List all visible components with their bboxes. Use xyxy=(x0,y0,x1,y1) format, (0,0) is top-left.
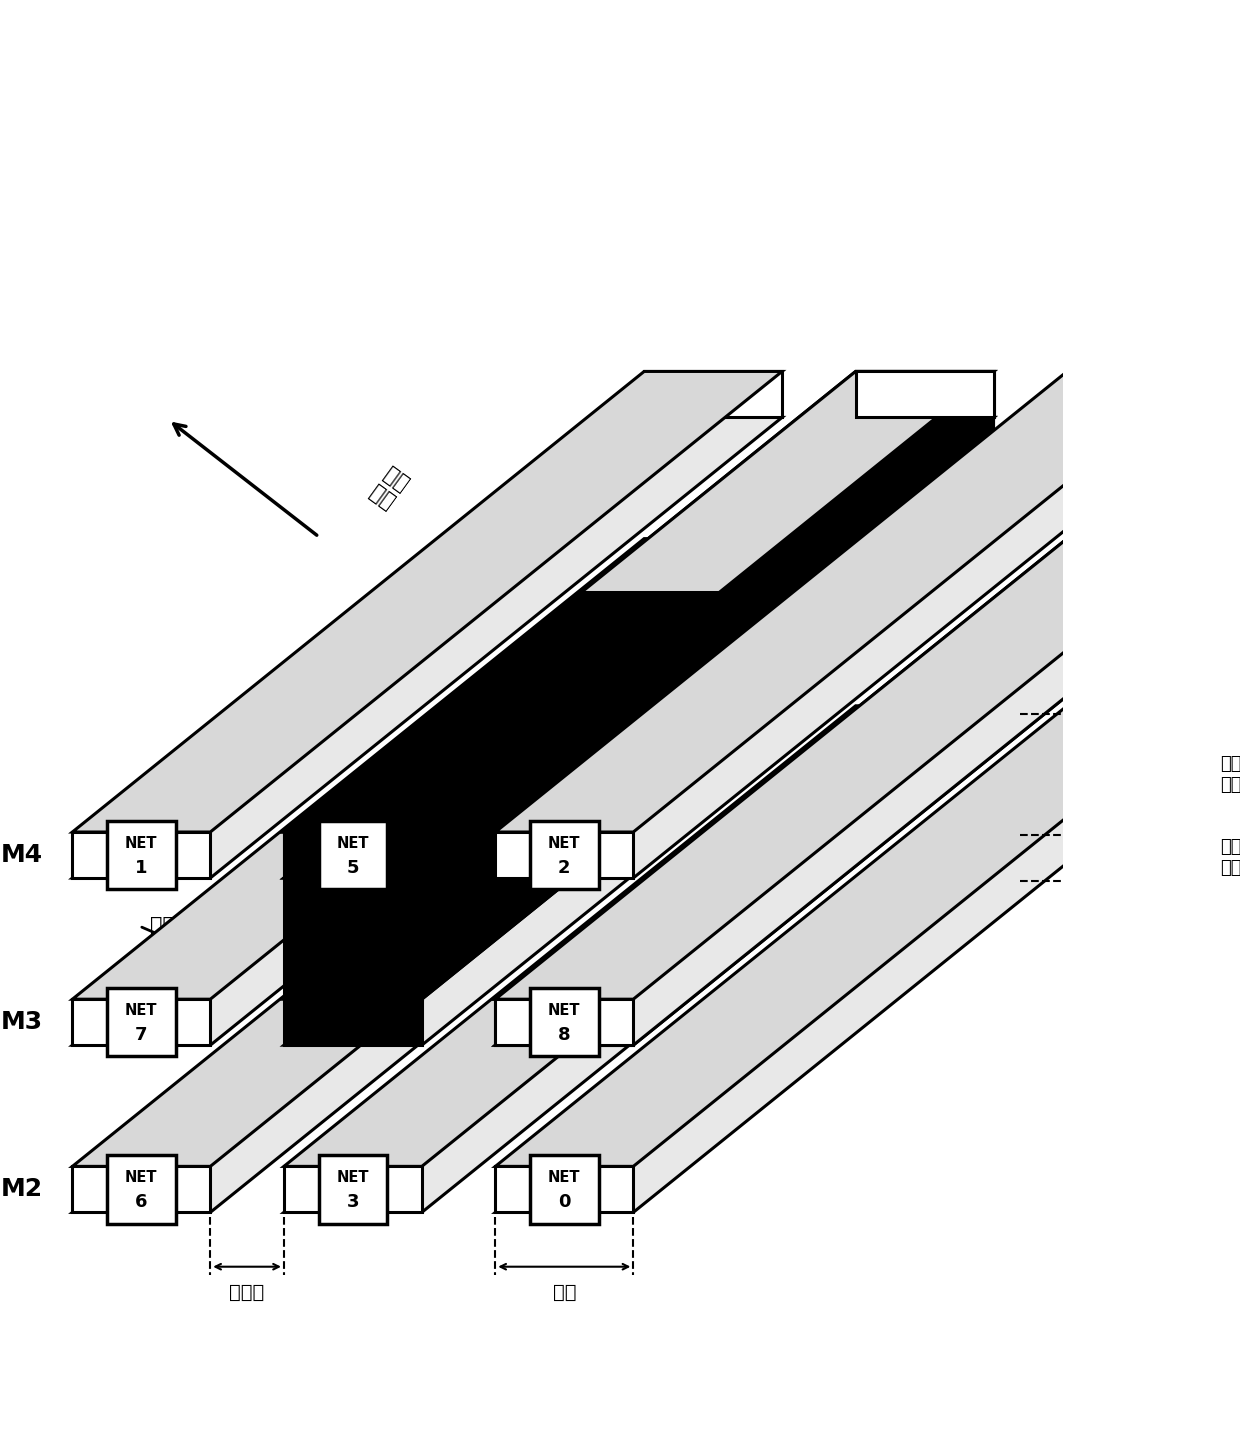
Text: NET: NET xyxy=(125,1170,157,1185)
Text: 7: 7 xyxy=(135,1025,148,1044)
Polygon shape xyxy=(495,372,1205,832)
Bar xyxy=(529,988,599,1057)
Polygon shape xyxy=(856,706,993,752)
Text: NET: NET xyxy=(336,835,370,851)
Polygon shape xyxy=(284,832,422,878)
Polygon shape xyxy=(495,539,1205,1000)
Text: NET: NET xyxy=(548,1170,580,1185)
Polygon shape xyxy=(495,539,1205,1000)
Text: 3: 3 xyxy=(346,1193,360,1211)
Polygon shape xyxy=(495,585,1205,1045)
Polygon shape xyxy=(856,539,993,585)
Polygon shape xyxy=(644,372,782,418)
Text: 1: 1 xyxy=(135,858,148,877)
Text: 0: 0 xyxy=(558,1193,570,1211)
Text: NET: NET xyxy=(548,1002,580,1018)
Polygon shape xyxy=(284,585,993,1045)
Text: M4: M4 xyxy=(1,844,43,867)
Polygon shape xyxy=(495,1000,634,1045)
Text: 电流
方向: 电流 方向 xyxy=(365,462,410,512)
Text: 金属层
间距: 金属层 间距 xyxy=(1220,755,1240,794)
Polygon shape xyxy=(422,418,993,1000)
Text: M2: M2 xyxy=(1,1177,43,1201)
Text: NET: NET xyxy=(336,1170,370,1185)
Bar xyxy=(319,821,387,889)
Polygon shape xyxy=(1068,372,1205,418)
Text: 8: 8 xyxy=(558,1025,570,1044)
Polygon shape xyxy=(72,1167,211,1213)
Text: 全开路: 全开路 xyxy=(150,917,187,937)
Bar xyxy=(529,1155,599,1224)
Text: 2: 2 xyxy=(558,858,570,877)
Polygon shape xyxy=(495,418,1205,878)
Polygon shape xyxy=(72,539,782,1000)
Polygon shape xyxy=(284,372,993,832)
Polygon shape xyxy=(856,372,993,418)
Bar xyxy=(529,821,599,889)
Bar xyxy=(107,1155,176,1224)
Text: 金属层
厚度: 金属层 厚度 xyxy=(1220,838,1240,877)
Text: NET: NET xyxy=(548,835,580,851)
Polygon shape xyxy=(495,585,1205,1045)
Text: NET: NET xyxy=(125,1002,157,1018)
Polygon shape xyxy=(72,372,782,832)
Polygon shape xyxy=(284,1000,422,1045)
Polygon shape xyxy=(284,706,993,1167)
Polygon shape xyxy=(284,418,993,878)
Text: 线宽: 线宽 xyxy=(553,1284,577,1303)
Text: NET: NET xyxy=(125,835,157,851)
Polygon shape xyxy=(1068,539,1205,585)
Polygon shape xyxy=(72,418,782,878)
Text: 线间距: 线间距 xyxy=(229,1284,264,1303)
Polygon shape xyxy=(495,752,1205,1213)
Polygon shape xyxy=(495,1000,634,1045)
Polygon shape xyxy=(1068,706,1205,752)
Polygon shape xyxy=(284,832,422,878)
Bar xyxy=(107,988,176,1057)
Polygon shape xyxy=(284,1167,422,1213)
Polygon shape xyxy=(582,372,993,592)
Polygon shape xyxy=(72,585,782,1045)
Polygon shape xyxy=(644,539,782,585)
Polygon shape xyxy=(856,372,993,418)
Polygon shape xyxy=(72,752,782,1213)
Bar xyxy=(319,1155,387,1224)
Polygon shape xyxy=(495,832,634,878)
Polygon shape xyxy=(644,706,782,752)
Polygon shape xyxy=(72,1000,211,1045)
Polygon shape xyxy=(284,752,993,1213)
Text: M3: M3 xyxy=(1,1010,43,1034)
Polygon shape xyxy=(284,539,993,1000)
Polygon shape xyxy=(422,592,719,878)
Polygon shape xyxy=(284,878,422,1000)
Polygon shape xyxy=(72,706,782,1167)
Polygon shape xyxy=(72,832,211,878)
Polygon shape xyxy=(495,706,1205,1167)
Polygon shape xyxy=(284,418,993,878)
Bar xyxy=(107,821,176,889)
Text: 5: 5 xyxy=(346,858,360,877)
Polygon shape xyxy=(1068,539,1205,585)
Text: 6: 6 xyxy=(135,1193,148,1211)
Polygon shape xyxy=(284,592,719,832)
Polygon shape xyxy=(495,1167,634,1213)
